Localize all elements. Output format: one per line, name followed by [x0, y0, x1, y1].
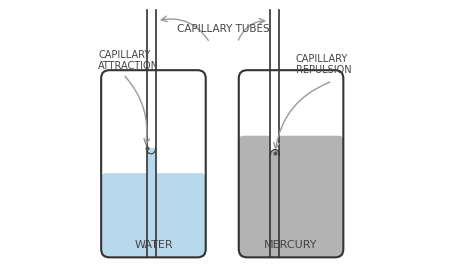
Bar	[147, 10, 156, 148]
Bar	[270, 134, 279, 155]
Bar	[147, 148, 156, 257]
FancyBboxPatch shape	[239, 136, 343, 257]
Text: MERCURY: MERCURY	[264, 240, 318, 250]
Text: WATER: WATER	[134, 240, 173, 250]
Text: CAPILLARY
ATTRACTION: CAPILLARY ATTRACTION	[99, 50, 159, 71]
FancyBboxPatch shape	[101, 173, 206, 257]
Bar	[270, 155, 279, 257]
Text: CAPILLARY
REPULSION: CAPILLARY REPULSION	[296, 54, 351, 76]
Text: CAPILLARY TUBES: CAPILLARY TUBES	[177, 24, 270, 34]
